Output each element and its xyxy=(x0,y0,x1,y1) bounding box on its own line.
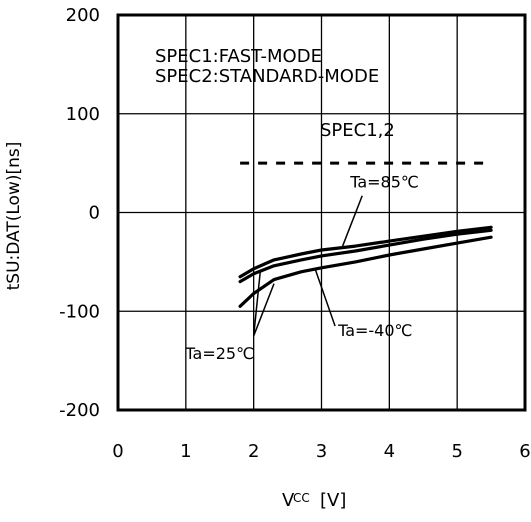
y-tick-label: -100 xyxy=(59,301,100,322)
y-tick-label: -200 xyxy=(59,400,100,421)
annotation-leader xyxy=(252,283,275,337)
spec-note-2: SPEC2:STANDARD-MODE xyxy=(155,66,379,87)
annotation-label: Ta=-40℃ xyxy=(337,321,412,340)
y-tick-label: 200 xyxy=(66,5,100,26)
series-line xyxy=(238,228,493,284)
y-axis-label: tSU:DAT(Low)[ns] xyxy=(4,142,24,291)
annotation-layer: Ta=85℃ Ta=-40℃ Ta=25℃ xyxy=(184,173,418,363)
series-line xyxy=(238,225,493,279)
annotation-leader xyxy=(314,267,336,327)
x-axis-label-unit: [V] xyxy=(320,490,346,511)
x-tick-label: 1 xyxy=(180,441,191,462)
x-tick-label: 0 xyxy=(112,441,123,462)
x-tick-label: 5 xyxy=(451,441,462,462)
x-axis-label: V CC [V] xyxy=(282,490,346,511)
x-tick-label: 6 xyxy=(519,441,530,462)
annotation-leader xyxy=(341,195,363,249)
spec-label: SPEC1,2 xyxy=(320,120,395,141)
grid-layer xyxy=(116,13,527,412)
series-layer xyxy=(238,225,493,308)
annotation-label: Ta=25℃ xyxy=(184,344,254,363)
annotation-leader xyxy=(252,269,262,337)
y-tick-label: 0 xyxy=(89,203,100,224)
x-axis-label-sub: CC xyxy=(293,491,310,505)
series-line xyxy=(238,235,493,308)
x-axis-label-main: V xyxy=(282,490,295,511)
plot-frame xyxy=(116,13,527,412)
x-tick-label: 2 xyxy=(248,441,259,462)
x-tick-label: 3 xyxy=(316,441,327,462)
x-tick-label: 4 xyxy=(384,441,395,462)
spec-note-1: SPEC1:FAST-MODE xyxy=(155,46,322,67)
annotation-label: Ta=85℃ xyxy=(349,173,419,192)
y-tick-label: 100 xyxy=(66,104,100,125)
tick-layer: 0 1 2 3 4 5 6 -200 -100 0 100 200 xyxy=(59,5,531,462)
